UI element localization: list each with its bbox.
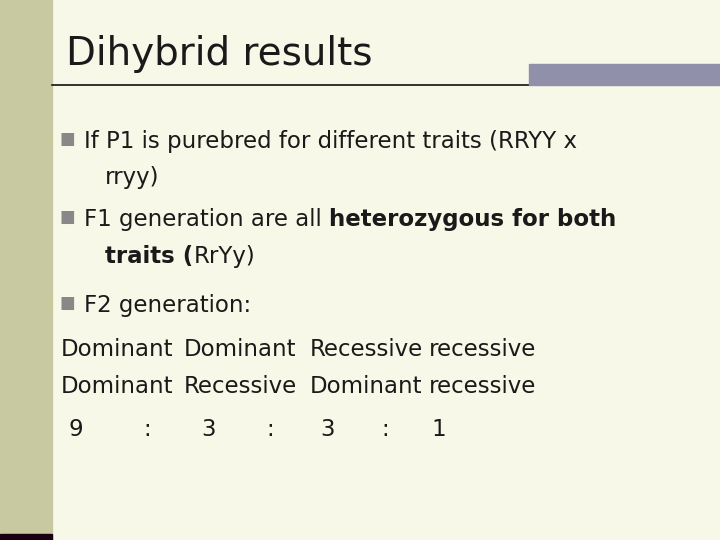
Text: Dominant: Dominant bbox=[310, 375, 422, 399]
Text: 3: 3 bbox=[202, 418, 216, 442]
Text: traits (: traits ( bbox=[105, 245, 194, 268]
Text: 1: 1 bbox=[432, 418, 446, 442]
Text: :: : bbox=[382, 418, 389, 442]
Text: ■: ■ bbox=[59, 294, 75, 312]
Text: :: : bbox=[144, 418, 151, 442]
Text: RrYy): RrYy) bbox=[194, 245, 255, 268]
Text: Recessive: Recessive bbox=[184, 375, 297, 399]
Bar bbox=[0, 534, 52, 540]
Text: heterozygous for both: heterozygous for both bbox=[328, 208, 616, 231]
Text: recessive: recessive bbox=[428, 338, 536, 361]
Text: ■: ■ bbox=[59, 130, 75, 147]
Text: Dominant: Dominant bbox=[61, 338, 174, 361]
Text: ■: ■ bbox=[59, 208, 75, 226]
Text: :: : bbox=[266, 418, 274, 442]
Text: If P1 is purebred for different traits (RRYY x: If P1 is purebred for different traits (… bbox=[84, 130, 577, 153]
Text: 3: 3 bbox=[320, 418, 335, 442]
Bar bbox=[0, 0, 52, 540]
Text: Dominant: Dominant bbox=[61, 375, 174, 399]
Text: Dihybrid results: Dihybrid results bbox=[66, 35, 373, 73]
Text: rryy): rryy) bbox=[105, 166, 160, 190]
Text: F2 generation:: F2 generation: bbox=[84, 294, 251, 318]
Text: Dominant: Dominant bbox=[184, 338, 296, 361]
Text: Recessive: Recessive bbox=[310, 338, 423, 361]
Text: recessive: recessive bbox=[428, 375, 536, 399]
Text: 9: 9 bbox=[68, 418, 83, 442]
Bar bbox=[529, 64, 720, 85]
Text: F1 generation are all: F1 generation are all bbox=[84, 208, 328, 231]
